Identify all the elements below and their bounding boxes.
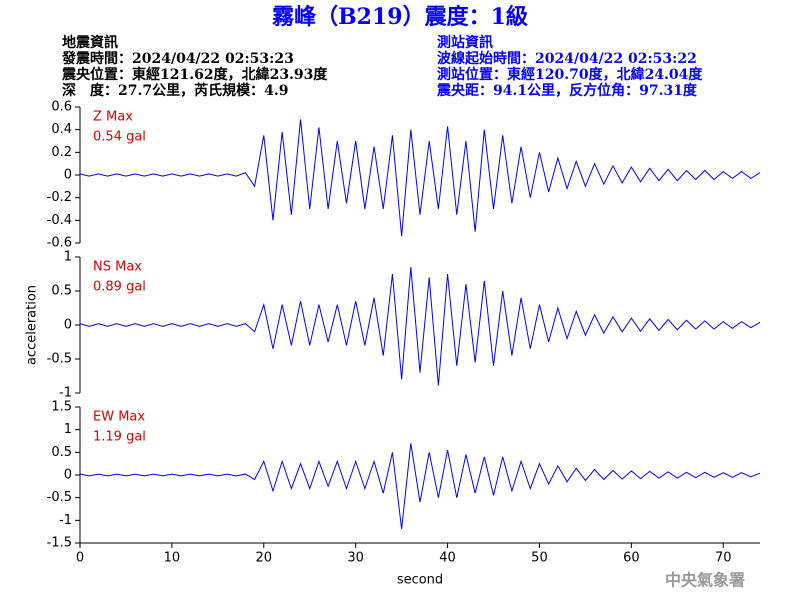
y-tick-label: 0.5: [51, 445, 72, 460]
y-tick-label: -0.4: [47, 213, 72, 228]
info-line: 震央位置：東經121.62度，北緯23.93度: [61, 66, 328, 83]
y-tick-label: 0.2: [51, 145, 72, 160]
y-tick-label: 0: [64, 318, 72, 333]
info-line: 發震時間：2024/04/22 02:53:23: [61, 50, 294, 67]
y-axis-title: acceleration: [25, 285, 40, 365]
y-tick-label: -1.5: [47, 536, 72, 551]
y-tick-label: -0.2: [47, 190, 72, 205]
x-tick-label: 40: [439, 551, 456, 566]
y-tick-label: -1: [59, 513, 72, 528]
waveform: [79, 267, 761, 386]
peak-label: 0.54 gal: [93, 130, 146, 145]
y-tick-label: -0.6: [47, 236, 72, 251]
x-tick-label: 10: [164, 551, 181, 566]
x-tick-label: 60: [623, 551, 640, 566]
x-tick-label: 50: [531, 551, 548, 566]
info-line: 波線起始時間：2024/04/22 02:53:22: [437, 50, 697, 67]
footer: 中央氣象署: [665, 571, 745, 590]
peak-label: 1.19 gal: [93, 430, 146, 445]
info-line: 深 度：27.7公里，芮氏規模：4.9: [62, 82, 288, 99]
y-tick-label: 1: [64, 250, 72, 265]
y-tick-label: -0.5: [47, 490, 72, 505]
y-tick-label: 0.5: [51, 284, 72, 299]
x-tick-label: 30: [347, 551, 364, 566]
info-line: 地震資訊: [62, 34, 118, 51]
y-tick-label: 0: [64, 468, 72, 483]
y-tick-label: 0: [64, 168, 72, 183]
info-line: 測站位置：東經120.70度，北緯24.04度: [437, 66, 703, 83]
x-axis-title: second: [397, 573, 443, 588]
series-name: EW Max: [93, 410, 145, 425]
y-tick-label: 0.6: [51, 100, 72, 115]
y-tick-label: 1.5: [51, 400, 72, 415]
waveform: [79, 443, 761, 530]
series-name: NS Max: [93, 260, 142, 275]
x-tick-label: 20: [256, 551, 273, 566]
info-line: 震央距：94.1公里，反方位角：97.31度: [436, 82, 698, 99]
x-tick-label: 70: [715, 551, 732, 566]
series-name: Z Max: [93, 110, 133, 125]
waveform: [79, 119, 761, 237]
y-tick-label: 0.4: [51, 122, 72, 137]
y-tick-label: 1: [64, 422, 72, 437]
y-tick-label: -1: [59, 386, 72, 401]
x-tick-label: 0: [76, 551, 84, 566]
y-tick-label: -0.5: [47, 352, 72, 367]
peak-label: 0.89 gal: [93, 280, 146, 295]
chart-title: 霧峰（B219）震度：1級: [271, 4, 528, 30]
info-line: 測站資訊: [437, 34, 493, 51]
